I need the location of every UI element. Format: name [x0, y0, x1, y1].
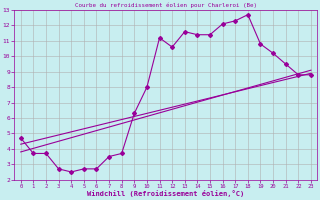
X-axis label: Windchill (Refroidissement éolien,°C): Windchill (Refroidissement éolien,°C)	[87, 190, 244, 197]
Title: Courbe du refroidissement éolien pour Charleroi (Be): Courbe du refroidissement éolien pour Ch…	[75, 3, 257, 8]
